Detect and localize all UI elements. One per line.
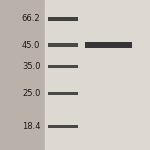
Text: 66.2: 66.2 bbox=[22, 14, 40, 23]
Text: 35.0: 35.0 bbox=[22, 62, 40, 71]
Bar bbox=[85, 42, 132, 48]
Bar bbox=[48, 92, 78, 95]
Bar bbox=[48, 17, 78, 21]
Bar bbox=[48, 65, 78, 68]
Bar bbox=[48, 43, 78, 47]
Text: 45.0: 45.0 bbox=[22, 40, 40, 50]
Bar bbox=[48, 125, 78, 128]
Text: 18.4: 18.4 bbox=[22, 122, 40, 131]
Bar bbox=[45, 0, 150, 150]
Text: 25.0: 25.0 bbox=[22, 89, 40, 98]
